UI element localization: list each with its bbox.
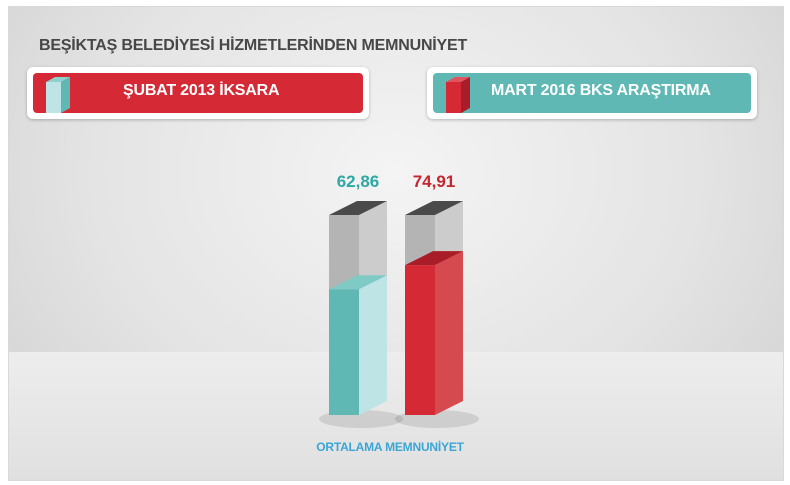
bar-empty-side-subat-2013: [359, 201, 387, 290]
legend-swatch-teal-icon: [46, 77, 70, 113]
bar-chart: 62,86 74,91: [319, 172, 479, 428]
legend-label-mart-2016: MART 2016 BKS ARAŞTIRMA: [491, 82, 711, 99]
bar-value-label-subat-2013: 62,86: [337, 172, 380, 191]
legend-label-subat-2013: ŞUBAT 2013 İKSARA: [123, 82, 280, 99]
legend-swatch-red-icon: [446, 77, 470, 113]
bar-front-mart-2016: [405, 265, 435, 415]
bar-top-mart-2016: [405, 251, 463, 266]
bar-empty-top-mart-2016: [405, 201, 463, 215]
chart-title: BEŞİKTAŞ BELEDİYESİ HİZMETLERİNDEN MEMNU…: [39, 37, 468, 54]
legend-band-red: [33, 73, 363, 113]
bar-empty-front-mart-2016: [405, 215, 435, 266]
bar-side-mart-2016: [435, 251, 463, 415]
chart-frame: BEŞİKTAŞ BELEDİYESİ HİZMETLERİNDEN MEMNU…: [8, 6, 784, 481]
bar-value-label-mart-2016: 74,91: [413, 172, 456, 191]
bar-side-subat-2013: [359, 275, 387, 415]
chart-floor: [9, 352, 783, 480]
bar-empty-side-mart-2016: [435, 201, 463, 266]
bar-top-subat-2013: [329, 275, 387, 290]
bar-empty-top-subat-2013: [329, 201, 387, 215]
bar-front-subat-2013: [329, 289, 359, 415]
x-axis-label: ORTALAMA MEMNUNİYET: [316, 440, 464, 454]
legend-item-mart-2016: MART 2016 BKS ARAŞTIRMA: [427, 67, 757, 119]
legend-item-subat-2013: ŞUBAT 2013 İKSARA: [27, 67, 369, 119]
bar-empty-front-subat-2013: [329, 215, 359, 290]
legend-band-teal: [433, 73, 751, 113]
